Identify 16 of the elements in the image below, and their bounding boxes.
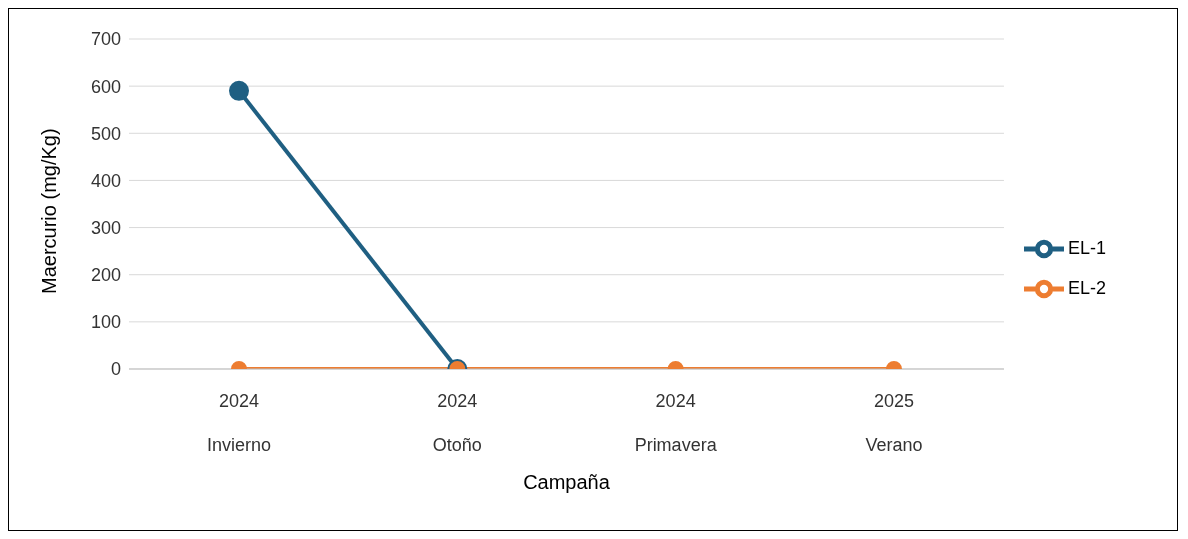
y-tick-label: 0	[110, 359, 121, 380]
category-label: 2024 Otoño	[432, 391, 482, 455]
y-tick-label: 600	[90, 76, 121, 97]
category-label: 2024 Primavera	[634, 391, 717, 455]
y-tick-label: 300	[90, 217, 121, 238]
y-axis-title: Maercurio (mg/Kg)	[38, 128, 61, 294]
legend-label: EL-2	[1067, 277, 1106, 298]
legend-label: EL-1	[1067, 237, 1106, 258]
y-tick-label: 400	[90, 170, 121, 191]
y-tick-label: 700	[90, 29, 121, 50]
y-tick-label: 200	[90, 265, 121, 286]
category-label: 2024 Invierno	[206, 391, 272, 455]
y-tick-label: 100	[90, 312, 121, 333]
x-axis-title: Campaña	[523, 471, 611, 493]
y-tick-label: 500	[90, 123, 121, 144]
category-label: 2025 Verano	[865, 391, 923, 455]
